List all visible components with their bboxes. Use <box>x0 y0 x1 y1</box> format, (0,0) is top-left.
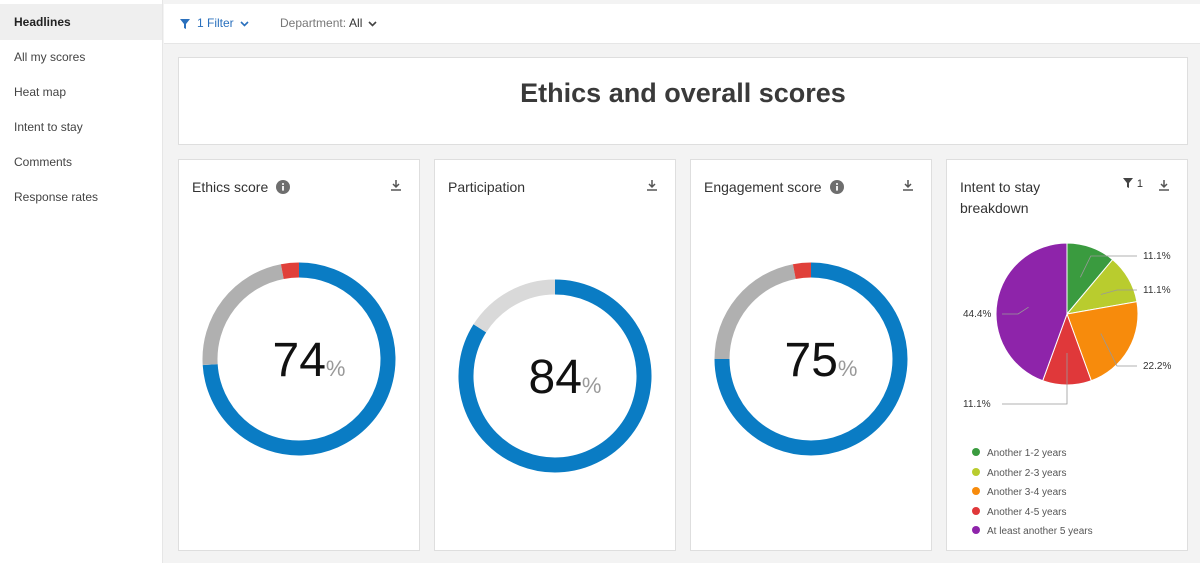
score-unit: % <box>581 373 602 398</box>
pie-label-2: 11.1% <box>1143 285 1171 296</box>
sidebar-item-all-my-scores[interactable]: All my scores <box>14 50 86 64</box>
pie-label-5: 44.4% <box>963 309 992 320</box>
donut-segment-favourable <box>714 262 908 456</box>
pie-legend: Another 1-2 years Another 2-3 years Anot… <box>972 444 1093 542</box>
filter-bar: 1 Filter Department: All <box>164 4 1200 44</box>
department-value: All <box>349 16 363 30</box>
pie-label-4: 11.1% <box>963 399 991 410</box>
score-number: 75 <box>784 334 838 387</box>
filter-button[interactable]: 1 Filter <box>180 4 256 44</box>
legend-item[interactable]: Another 1-2 years <box>972 444 1093 464</box>
intent-to-stay-card: Intent to stay breakdown 1 11.1% 11.1% 22… <box>946 159 1188 551</box>
score-value: 84% <box>445 350 685 405</box>
pie-leader-line-1 <box>1079 255 1137 278</box>
card-title-text: Engagement score <box>704 179 822 195</box>
sidebar-item-heat-map[interactable]: Heat map <box>14 85 67 99</box>
donut-chart <box>458 279 652 473</box>
card-title: Intent to stay breakdown <box>960 177 1040 219</box>
chevron-down-icon <box>368 21 377 27</box>
pie-leader-line-2 <box>1100 289 1137 295</box>
score-number: 74 <box>272 334 326 387</box>
funnel-icon <box>180 18 190 29</box>
donut-segment-unfavourable <box>280 262 300 279</box>
pie-label-1: 11.1% <box>1143 251 1171 262</box>
download-icon[interactable] <box>902 179 914 191</box>
legend-item[interactable]: At least another 5 years <box>972 522 1093 542</box>
engagement-score-card: Engagement score 75% <box>690 159 932 551</box>
department-label: Department: <box>280 16 347 30</box>
legend-item[interactable]: Another 2-3 years <box>972 464 1093 484</box>
download-icon[interactable] <box>390 179 402 191</box>
sidebar-item-intent-to-stay[interactable]: Intent to stay <box>14 120 83 134</box>
donut-segment-not-participated <box>473 279 556 333</box>
legend-dot <box>972 467 980 476</box>
card-title: Participation <box>448 177 525 198</box>
info-icon[interactable] <box>829 180 844 194</box>
info-icon[interactable] <box>276 180 291 194</box>
legend-label: Another 4-5 years <box>987 506 1067 518</box>
department-dropdown[interactable]: Department: All <box>280 4 377 44</box>
sidebar-item-response-rates[interactable]: Response rates <box>14 190 99 204</box>
chevron-down-icon <box>240 21 249 27</box>
score-value: 74% <box>189 333 429 388</box>
score-unit: % <box>837 356 858 381</box>
ethics-score-card: Ethics score 74% <box>178 159 420 551</box>
score-number: 84 <box>528 351 582 404</box>
participation-card: Participation 84% <box>434 159 676 551</box>
score-value: 75% <box>701 333 941 388</box>
legend-label: Another 2-3 years <box>987 467 1067 479</box>
score-unit: % <box>325 356 346 381</box>
pie-chart <box>995 242 1139 405</box>
pie-slice-5[interactable] <box>995 242 1068 382</box>
pie-slice-3[interactable] <box>1066 301 1139 382</box>
donut-segment-participated <box>458 279 652 473</box>
legend-item[interactable]: Another 4-5 years <box>972 503 1093 523</box>
download-icon[interactable] <box>646 179 658 191</box>
sidebar-item-comments[interactable]: Comments <box>14 155 73 169</box>
pie-leader-line-4 <box>1002 353 1068 405</box>
funnel-icon <box>1122 178 1133 188</box>
legend-label: At least another 5 years <box>987 526 1093 537</box>
sidebar-item-headlines[interactable]: Headlines <box>0 4 162 40</box>
donut-segment-neutral <box>202 264 284 366</box>
filter-button-label: 1 Filter <box>197 16 234 30</box>
card-title-text: Ethics score <box>192 179 269 195</box>
card-title-line1: Intent to stay <box>960 179 1041 195</box>
legend-item[interactable]: Another 3-4 years <box>972 483 1093 503</box>
card-title: Engagement score <box>704 177 844 198</box>
donut-segment-neutral <box>714 264 796 360</box>
legend-dot <box>972 487 980 495</box>
card-title: Ethics score <box>192 177 291 198</box>
card-title-line2: breakdown <box>960 200 1029 216</box>
pie-leader-line-5 <box>1002 306 1029 315</box>
page-title: Ethics and overall scores <box>520 78 846 108</box>
pie-label-3: 22.2% <box>1143 361 1172 372</box>
card-filter-button[interactable]: 1 <box>1122 178 1143 190</box>
legend-dot <box>972 506 980 515</box>
donut-segment-favourable <box>202 262 396 456</box>
legend-dot <box>972 526 980 534</box>
donut-chart <box>202 262 396 456</box>
title-card: Ethics and overall scores <box>178 57 1188 145</box>
legend-label: Another 3-4 years <box>987 487 1067 498</box>
donut-segment-unfavourable <box>792 262 812 279</box>
download-icon[interactable] <box>1158 179 1170 191</box>
legend-dot <box>972 448 980 456</box>
filter-count: 1 <box>1136 178 1143 190</box>
donut-chart <box>714 262 908 456</box>
sidebar: Headlines All my scores Heat map Intent … <box>0 0 163 563</box>
pie-leader-line-3 <box>1100 333 1137 367</box>
card-title-text: Participation <box>448 179 526 195</box>
legend-label: Another 1-2 years <box>987 448 1067 459</box>
